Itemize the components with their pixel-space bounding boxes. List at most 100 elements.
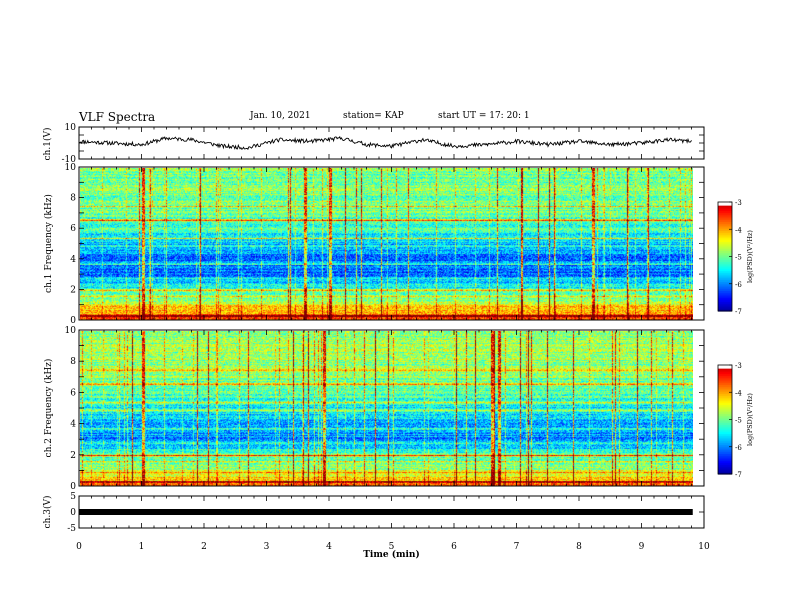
y-tick-label: 8: [70, 194, 76, 204]
y-tick-label: 10: [65, 326, 77, 336]
colorbar-band: [718, 434, 732, 437]
colorbar-band: [718, 269, 732, 272]
colorbar-band: [718, 428, 732, 431]
colorbar-band: [718, 258, 732, 261]
x-tick-label: 3: [264, 542, 270, 552]
colorbar-band: [718, 463, 732, 466]
colorbar-band: [718, 459, 732, 462]
ch2-ylabel: ch.2 Frequency (kHz): [43, 359, 54, 458]
colorbar-band: [718, 461, 732, 464]
y-tick-label: 6: [70, 224, 76, 234]
colorbar-band: [718, 368, 732, 372]
colorbar-tick-label: -7: [735, 308, 742, 316]
colorbar-band: [718, 392, 732, 395]
colorbar-band: [718, 377, 732, 381]
x-tick-label: 7: [514, 542, 520, 552]
header-title: VLF Spectra: [79, 110, 156, 124]
colorbar-band: [718, 294, 732, 298]
colorbar-band: [718, 432, 732, 435]
header-date: Jan. 10, 2021: [250, 111, 311, 121]
colorbar-band: [718, 303, 732, 307]
y-tick-label: 0: [70, 508, 76, 518]
colorbar-band: [718, 252, 732, 256]
colorbar-band: [718, 390, 732, 393]
colorbar-band: [718, 446, 732, 450]
colorbar-tick-label: -5: [735, 254, 742, 262]
header-station: station= KAP: [343, 111, 404, 121]
colorbar-band: [718, 404, 732, 408]
colorbar-band: [718, 280, 732, 283]
colorbar-band: [718, 466, 732, 470]
colorbar-band: [718, 450, 732, 453]
colorbar-band: [718, 296, 732, 299]
colorbar-band: [718, 410, 732, 413]
colorbar-band: [718, 441, 732, 444]
colorbar-band: [718, 370, 732, 373]
colorbar-band: [718, 374, 732, 377]
colorbar-band: [718, 265, 732, 268]
y-tick-label: -10: [62, 155, 77, 165]
x-tick-label: 10: [698, 542, 710, 552]
colorbar-band: [718, 383, 732, 386]
colorbar-band: [718, 305, 732, 308]
colorbar-band: [718, 365, 732, 368]
colorbar-band: [718, 430, 732, 433]
colorbar-band: [718, 223, 732, 227]
x-tick-label: 2: [201, 542, 207, 552]
colorbar-band: [718, 437, 732, 441]
y-tick-label: 6: [70, 388, 76, 398]
colorbar-band: [718, 267, 732, 270]
colorbar-band: [718, 229, 732, 232]
colorbar-band: [718, 291, 732, 294]
y-tick-label: 4: [70, 255, 76, 265]
y-tick-label: 2: [70, 285, 76, 295]
colorbar-band: [718, 202, 732, 205]
x-tick-label: 6: [451, 542, 457, 552]
colorbar-band: [718, 419, 732, 422]
ch3-ylabel: ch.3(V): [42, 496, 53, 529]
colorbar-band: [718, 298, 732, 301]
colorbar-band: [718, 263, 732, 267]
colorbar-band: [718, 401, 732, 404]
colorbar-band: [718, 241, 732, 245]
colorbar-band: [718, 426, 732, 430]
colorbar-band: [718, 414, 732, 417]
colorbar-band: [718, 406, 732, 410]
colorbar-tick-label: -3: [735, 199, 742, 207]
colorbar-band: [718, 211, 732, 214]
colorbar-band: [718, 240, 732, 243]
colorbar-band: [718, 272, 732, 276]
colorbar-tick-label: -4: [735, 226, 742, 234]
colorbar-band: [718, 439, 732, 442]
x-tick-label: 9: [639, 542, 645, 552]
colorbar-band: [718, 444, 732, 448]
colorbar-band: [718, 274, 732, 278]
colorbar-band: [718, 457, 732, 461]
colorbar-band: [718, 218, 732, 221]
colorbar-band: [718, 455, 732, 459]
y-tick-label: 0: [70, 316, 76, 326]
colorbar-band: [718, 300, 732, 303]
colorbar-band: [718, 403, 732, 406]
colorbar-band: [718, 366, 732, 370]
y-tick-label: 10: [65, 123, 77, 133]
colorbar-band: [718, 375, 732, 379]
ch1-ylabel: ch.1(V): [42, 128, 53, 161]
colorbar-band: [718, 261, 732, 265]
ch1-spectrogram-image: [80, 168, 693, 320]
colorbar-band: [718, 285, 732, 288]
y-tick-label: 2: [70, 451, 76, 461]
colorbar-band: [718, 379, 732, 382]
colorbar-band: [718, 212, 732, 216]
colorbar-band: [718, 278, 732, 281]
x-tick-label: 5: [389, 542, 395, 552]
colorbar-band: [718, 292, 732, 296]
y-tick-label: 8: [70, 357, 76, 367]
colorbar-band: [718, 207, 732, 210]
colorbar-band: [718, 470, 732, 473]
colorbar-band: [718, 281, 732, 285]
colorbar-band: [718, 423, 732, 426]
colorbar-band: [718, 384, 732, 388]
colorbar-band: [718, 254, 732, 258]
